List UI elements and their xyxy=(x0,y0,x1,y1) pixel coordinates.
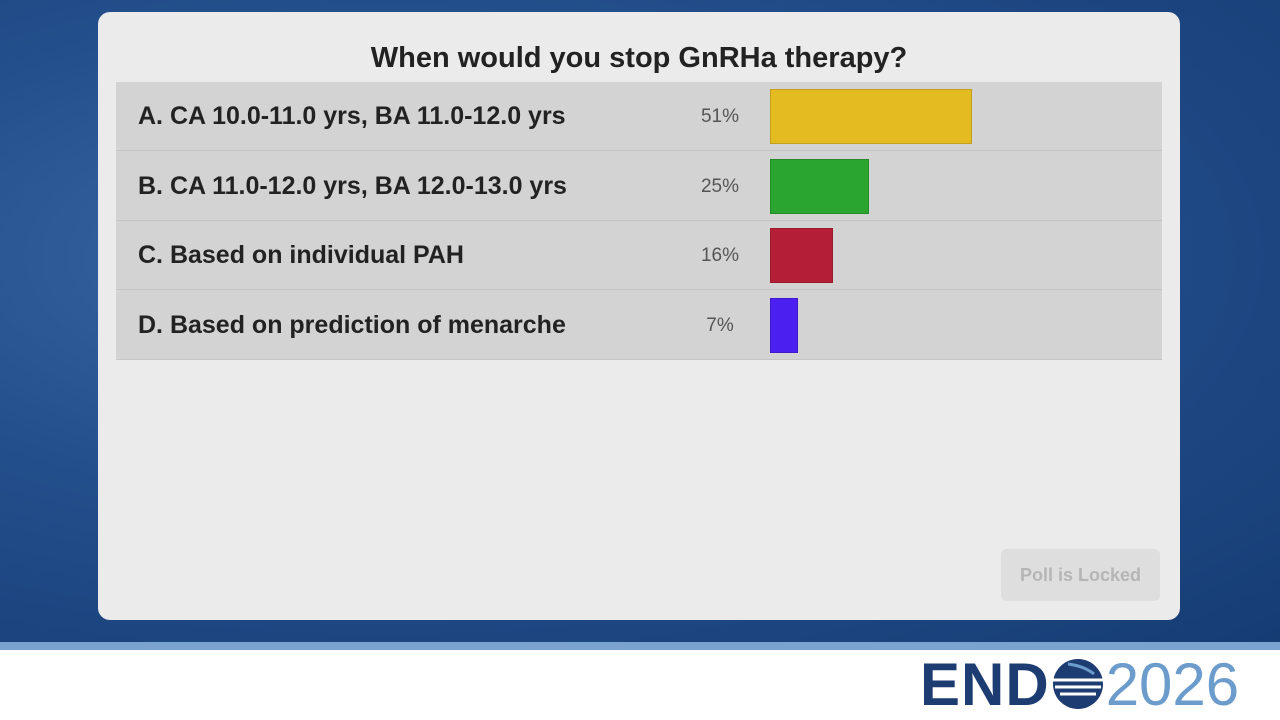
option-list: A. CA 10.0-11.0 yrs, BA 11.0-12.0 yrs 51%… xyxy=(116,82,1162,360)
option-bar xyxy=(770,297,798,353)
option-bar xyxy=(770,89,972,144)
option-label: A. CA 10.0-11.0 yrs, BA 11.0-12.0 yrs xyxy=(138,102,566,130)
stripe xyxy=(0,642,1280,650)
logo-globe xyxy=(1052,659,1103,709)
poll-card: When would you stop GnRHa therapy? A. CA… xyxy=(98,12,1180,620)
option-label: B. CA 11.0-12.0 yrs, BA 12.0-13.0 yrs xyxy=(138,171,567,200)
option-bar xyxy=(770,158,869,214)
option-row: D. Based on prediction of menarche 7% xyxy=(116,291,1162,360)
option-percent: 25% xyxy=(700,175,740,197)
poll-question: When would you stop GnRHa therapy? xyxy=(370,42,908,74)
option-row: C. Based on individual PAH 16% xyxy=(116,221,1162,290)
option-label: C. Based on individual PAH xyxy=(138,241,464,269)
locked-button[interactable]: Poll is Locked xyxy=(1001,549,1160,601)
logo: END 2026 xyxy=(920,650,1240,718)
option-percent: 16% xyxy=(700,245,740,266)
option-percent: 51% xyxy=(700,106,740,127)
option-row: A. CA 10.0-11.0 yrs, BA 11.0-12.0 yrs 51% xyxy=(116,82,1162,151)
option-bar xyxy=(770,228,834,283)
option-row: B. CA 11.0-12.0 yrs, BA 12.0-13.0 yrs 25% xyxy=(116,152,1162,221)
option-label: D. Based on prediction of menarche xyxy=(138,310,566,339)
logo-year: 2026 xyxy=(1105,650,1240,718)
option-percent: 7% xyxy=(706,314,734,336)
logo-text: END xyxy=(920,650,1050,718)
